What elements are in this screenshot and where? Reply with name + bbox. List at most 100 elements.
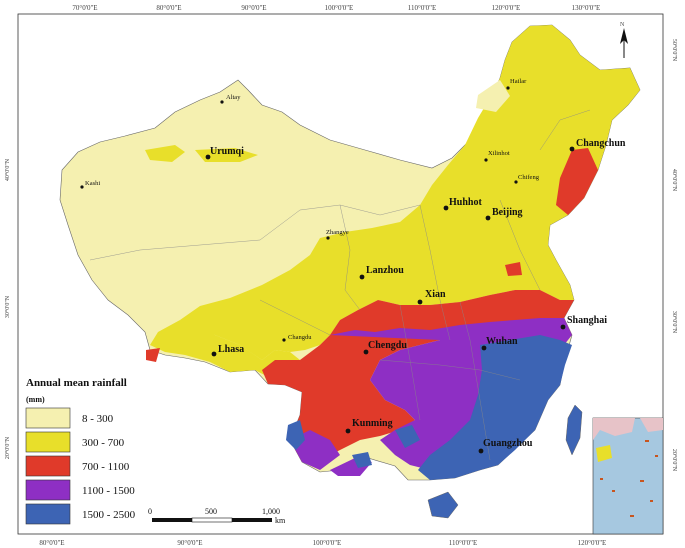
graticule-top-label: 90°0'0"E (241, 4, 266, 12)
graticule-left-labels: 40°0'0"N 30°0'0"N 20°0'0"N (4, 158, 11, 459)
city-dot (478, 448, 484, 454)
region-8-300 (476, 80, 510, 112)
legend-label: 8 - 300 (82, 413, 114, 425)
city-markers: Altay Urumqi Kashi Hailar Changchun Xilinhot C… (80, 78, 626, 454)
city-dot (514, 180, 518, 184)
city-dot (80, 185, 84, 189)
graticule-top-label: 120°0'0"E (492, 4, 521, 12)
city-dot (569, 146, 575, 152)
legend-label: 700 - 1100 (82, 461, 130, 473)
legend-swatch (25, 455, 71, 477)
region-1500-2500 (418, 335, 572, 480)
city-label: Altay (226, 94, 241, 101)
city-dot (417, 299, 423, 305)
province-boundaries (89, 109, 591, 461)
legend-swatch (25, 431, 71, 453)
city-label: Shanghai (567, 315, 607, 326)
city-dot (345, 428, 351, 434)
city-label: Kashi (85, 180, 100, 187)
north-arrow-icon (620, 28, 628, 58)
graticule-right-label: 50°0'0"N (671, 39, 678, 62)
scale-bar: 0 500 1,000 km (148, 507, 286, 525)
graticule-top-label: 100°0'0"E (325, 4, 354, 12)
region-300-700 (180, 25, 640, 360)
city-dot (484, 158, 488, 162)
city-dot (326, 236, 330, 240)
city-label: Lanzhou (366, 265, 404, 276)
region-1500-2500 (352, 452, 372, 468)
inset-map (592, 417, 664, 535)
scale-label-0: 0 (148, 507, 152, 516)
city-label: Hailar (510, 78, 527, 85)
city-label: Zhangye (326, 229, 349, 236)
graticule-bottom-labels: 80°0'0"E 90°0'0"E 100°0'0"E 110°0'0"E 120°0'… (39, 539, 606, 547)
graticule-right-label: 40°0'0"N (671, 169, 678, 192)
city-dot (211, 351, 217, 357)
graticule-bottom-label: 110°0'0"E (449, 539, 477, 547)
city-label: Wuhan (486, 336, 518, 347)
graticule-right-labels: 50°0'0"N 40°0'0"N 30°0'0"N 20°0'0"N (671, 39, 678, 472)
city-label: Huhhot (449, 197, 482, 208)
graticule-top-label: 70°0'0"E (72, 4, 97, 12)
city-label: Lhasa (218, 344, 244, 355)
legend-label: 1500 - 2500 (82, 509, 136, 521)
city-label: Changdu (288, 334, 312, 341)
graticule-top-label: 130°0'0"E (572, 4, 601, 12)
graticule-top-labels: 70°0'0"E 80°0'0"E 90°0'0"E 100°0'0"E 110°0'0… (72, 4, 600, 12)
city-dot (282, 338, 286, 342)
city-label: Chengdu (368, 340, 407, 351)
legend-unit: (mm) (26, 395, 45, 404)
city-label: Changchun (576, 138, 626, 149)
region-700-1100 (556, 148, 598, 215)
graticule-left-label: 40°0'0"N (4, 158, 11, 181)
city-label: Beijing (492, 207, 523, 218)
legend-label: 1100 - 1500 (82, 485, 135, 497)
graticule-top-label: 110°0'0"E (408, 4, 436, 12)
region-700-1100 (146, 348, 160, 362)
legend-swatch (25, 503, 71, 525)
scale-label-1000: 1,000 (262, 507, 280, 516)
graticule-bottom-label: 120°0'0"E (578, 539, 607, 547)
graticule-left-label: 30°0'0"N (4, 295, 11, 318)
city-dot (506, 86, 510, 90)
region-300-700 (150, 320, 300, 378)
north-arrow-label: N (620, 22, 625, 28)
region-1500-2500 (395, 425, 420, 448)
city-dot (359, 274, 365, 280)
city-dot (205, 154, 211, 160)
scale-label-500: 500 (205, 507, 217, 516)
graticule-bottom-label: 90°0'0"E (177, 539, 202, 547)
region-300-700 (195, 148, 258, 162)
graticule-right-label: 30°0'0"N (671, 311, 678, 334)
graticule-bottom-label: 80°0'0"E (39, 539, 64, 547)
legend: Annual mean rainfall (mm) 8 - 300 300 - 7… (25, 377, 136, 525)
city-dot (363, 349, 369, 355)
legend-swatch (25, 407, 71, 429)
city-dot (485, 215, 491, 221)
city-dot (481, 345, 487, 351)
city-label: Urumqi (210, 146, 244, 157)
graticule-bottom-label: 100°0'0"E (313, 539, 342, 547)
scale-unit: km (275, 516, 286, 525)
city-label: Guangzhou (483, 438, 533, 449)
hainan-island (427, 491, 459, 519)
taiwan-island (565, 404, 583, 456)
city-label: Chifeng (518, 174, 540, 181)
city-label: Kunming (352, 418, 393, 429)
city-dot (560, 324, 566, 330)
city-label: Xian (425, 289, 446, 300)
region-700-1100 (505, 262, 522, 276)
graticule-top-label: 80°0'0"E (156, 4, 181, 12)
region-1500-2500 (286, 420, 305, 450)
graticule-left-label: 20°0'0"N (4, 436, 11, 459)
city-dot (220, 100, 224, 104)
legend-title: Annual mean rainfall (26, 377, 127, 389)
legend-swatch (25, 479, 71, 501)
region-300-700 (145, 145, 185, 162)
city-dot (443, 205, 449, 211)
city-label: Xilinhot (488, 150, 510, 157)
legend-label: 300 - 700 (82, 437, 125, 449)
graticule-right-label: 20°0'0"N (671, 449, 678, 472)
